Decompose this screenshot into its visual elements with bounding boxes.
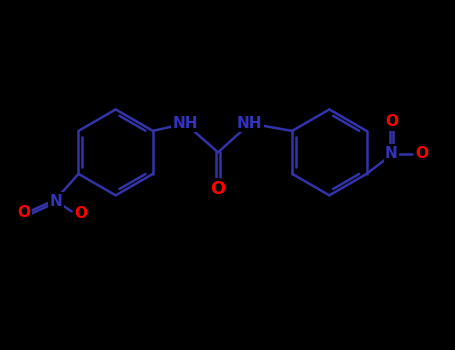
Text: N: N	[385, 146, 398, 161]
Text: O: O	[74, 206, 87, 221]
Text: O: O	[18, 205, 31, 220]
Text: NH: NH	[237, 116, 263, 131]
Text: O: O	[415, 146, 428, 161]
Text: O: O	[385, 114, 398, 130]
Text: N: N	[50, 194, 62, 209]
Text: O: O	[210, 180, 226, 197]
Text: NH: NH	[172, 116, 198, 131]
